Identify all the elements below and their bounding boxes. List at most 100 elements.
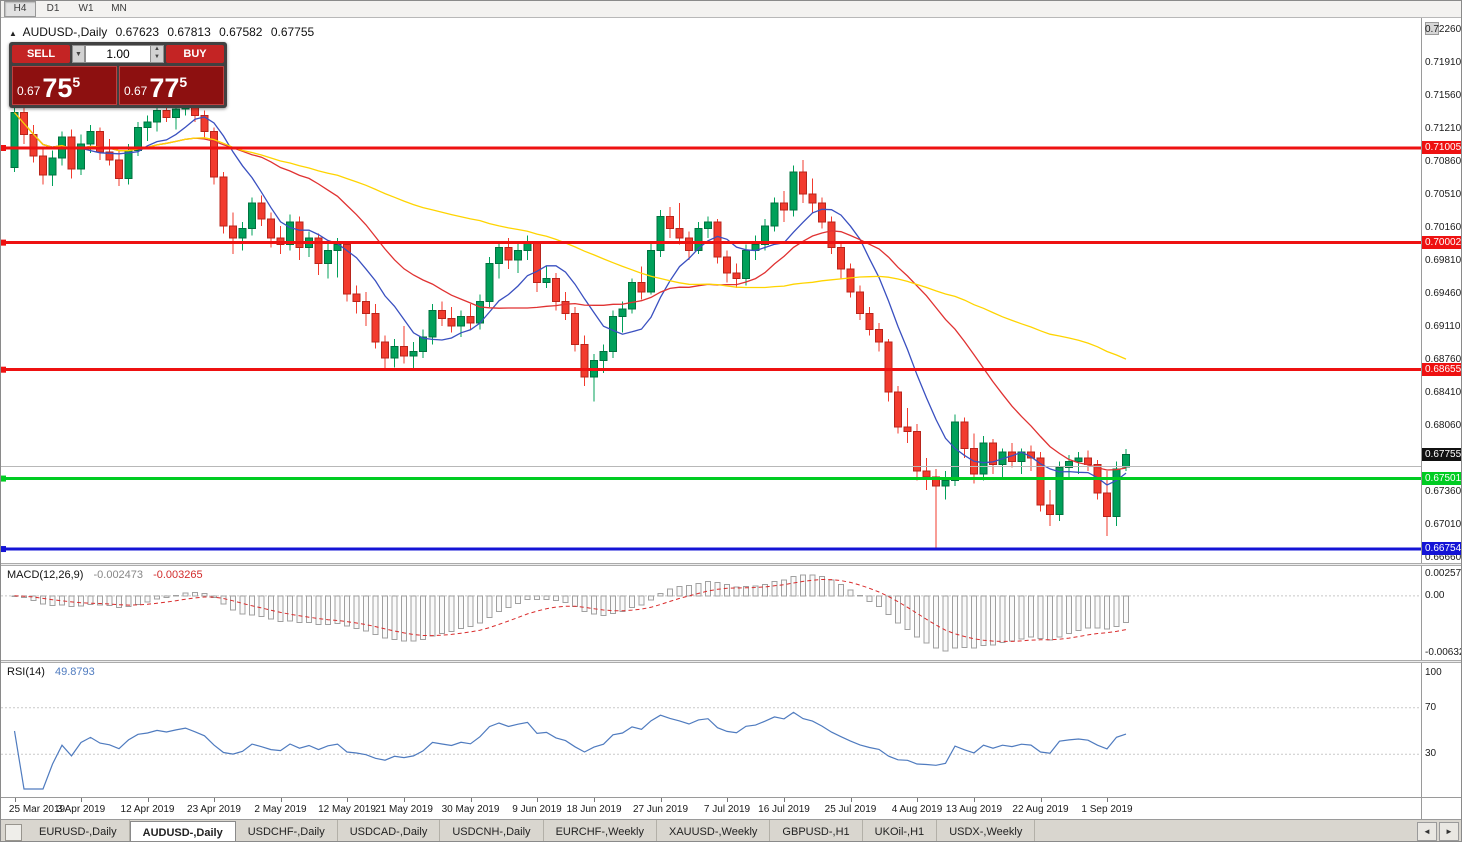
price-chart-panel: ▲ AUDUSD-,Daily 0.67623 0.67813 0.67582 … (1, 18, 1462, 563)
candle (257, 202, 266, 220)
volume-stepper[interactable]: ▲ ▼ (151, 45, 164, 63)
tab-usdx-weekly[interactable]: USDX-,Weekly (937, 820, 1036, 841)
tabs-scroll-right-icon[interactable]: ► (1439, 822, 1459, 841)
rsi-axis-label: 30 (1425, 748, 1437, 760)
candle (656, 215, 665, 251)
price-axis-tick: 0.68760 (1425, 353, 1462, 365)
ma-line-8 (14, 112, 1127, 486)
period-button-d1[interactable]: D1 (46, 3, 60, 14)
period-button-mn[interactable]: MN (111, 3, 127, 14)
tab-gbpusd-h1[interactable]: GBPUSD-,H1 (770, 820, 863, 841)
candle (1122, 454, 1130, 468)
date-tick-mark (594, 798, 595, 802)
price-axis-tick: 0.68410 (1425, 386, 1462, 398)
price-axis-tick: 0.67010 (1425, 518, 1462, 530)
window-list-icon[interactable] (5, 824, 22, 841)
candle (371, 313, 380, 343)
rsi-line (13, 711, 1127, 790)
candle (599, 350, 608, 362)
rsi-axis[interactable]: 100 70 30 (1421, 663, 1461, 797)
candle (951, 421, 959, 482)
candle (514, 249, 522, 261)
period-button-h4[interactable]: H4 (4, 1, 36, 17)
price-axis-tick: 0.70160 (1425, 221, 1462, 233)
candle (685, 237, 693, 251)
line-price-badge: 0.67501 (1422, 471, 1461, 485)
tab-audusd-daily[interactable]: AUDUSD-,Daily (129, 821, 236, 841)
candle (960, 421, 969, 449)
candle (409, 350, 418, 357)
price-axis[interactable]: 0.72260 0.71910 0.71560 0.71210 0.70860 0.705… (1421, 18, 1462, 563)
date-tick-mark (974, 798, 975, 802)
candle (580, 344, 589, 378)
tab-usdcnh-daily[interactable]: USDCNH-,Daily (440, 820, 544, 841)
price-chart-canvas[interactable] (1, 18, 1421, 563)
price-axis-tick: 0.68060 (1425, 419, 1462, 431)
collapse-trade-panel-icon[interactable]: ▲ (9, 29, 17, 38)
tab-usdchf-daily[interactable]: USDCHF-,Daily (236, 820, 338, 841)
macd-axis[interactable]: 0.002574 0.00 -0.006326 (1421, 566, 1461, 660)
candle (134, 127, 142, 151)
rsi-axis-label: 70 (1425, 701, 1437, 713)
candle (457, 315, 465, 327)
volume-down-icon[interactable]: ▼ (154, 54, 160, 60)
price-axis-tick: 0.66660 (1425, 551, 1462, 563)
sell-button[interactable]: SELL (12, 45, 70, 63)
tab-usdcad-daily[interactable]: USDCAD-,Daily (338, 820, 441, 841)
candle (913, 430, 921, 472)
axis-corner-button[interactable] (1425, 22, 1439, 35)
date-tick-mark (14, 798, 16, 802)
candle (504, 247, 513, 261)
candle (932, 476, 940, 487)
candle (903, 426, 912, 432)
period-button-w1[interactable]: W1 (78, 3, 94, 14)
candle (666, 215, 674, 230)
buy-price-display[interactable]: 0.67 77 5 (119, 66, 224, 105)
candles (10, 96, 1130, 548)
sell-price-display[interactable]: 0.67 75 5 (12, 66, 117, 105)
date-tick-label: 18 Jun 2019 (566, 804, 622, 815)
candle (875, 329, 883, 343)
price-axis-tick: 0.70510 (1425, 188, 1462, 200)
date-tick-mark (1040, 798, 1042, 802)
candle (400, 346, 408, 357)
date-tick-label: 25 Jul 2019 (824, 804, 877, 815)
candle (495, 247, 503, 265)
panel-splitter[interactable] (1, 563, 1461, 566)
volume-up-icon[interactable]: ▲ (154, 46, 160, 52)
candle (466, 315, 475, 324)
candle (647, 249, 655, 293)
tab-eurusd-daily[interactable]: EURUSD-,Daily (27, 820, 130, 841)
price-axis-tick: 0.69460 (1425, 287, 1462, 299)
date-axis[interactable]: 25 Mar 2019 3 Apr 2019 12 Apr 2019 23 Apr 2… (1, 797, 1461, 819)
date-tick-label: 7 Jul 2019 (703, 804, 751, 815)
buy-button[interactable]: BUY (166, 45, 224, 63)
date-tick-label: 30 May 2019 (441, 804, 500, 815)
rsi-canvas[interactable] (1, 663, 1421, 797)
candle (162, 110, 171, 118)
tab-eurchf-weekly[interactable]: EURCHF-,Weekly (544, 820, 657, 841)
volume-dropdown-icon[interactable]: ▼ (72, 45, 85, 63)
candle (989, 442, 997, 466)
candle (381, 341, 389, 359)
volume-input[interactable]: 1.00 (85, 45, 151, 63)
candle (238, 228, 247, 239)
date-tick-mark (850, 798, 852, 802)
date-tick-mark (404, 798, 405, 802)
macd-canvas[interactable] (1, 566, 1421, 660)
tab-ukoil-h1[interactable]: UKOil-,H1 (863, 820, 938, 841)
macd-axis-label: -0.006326 (1425, 647, 1461, 658)
candle (219, 176, 228, 227)
candle (77, 143, 85, 170)
candle (837, 247, 845, 270)
candle (1065, 461, 1073, 468)
line-price-badge: 0.68655 (1422, 362, 1461, 376)
tabs-scroll-left-icon[interactable]: ◄ (1417, 822, 1437, 841)
panel-splitter[interactable] (1, 660, 1461, 663)
line-handle (1, 366, 6, 373)
date-tick-mark (470, 798, 472, 802)
tab-xauusd-weekly[interactable]: XAUUSD-,Weekly (657, 820, 771, 841)
candle (694, 228, 703, 251)
candle (561, 300, 570, 315)
